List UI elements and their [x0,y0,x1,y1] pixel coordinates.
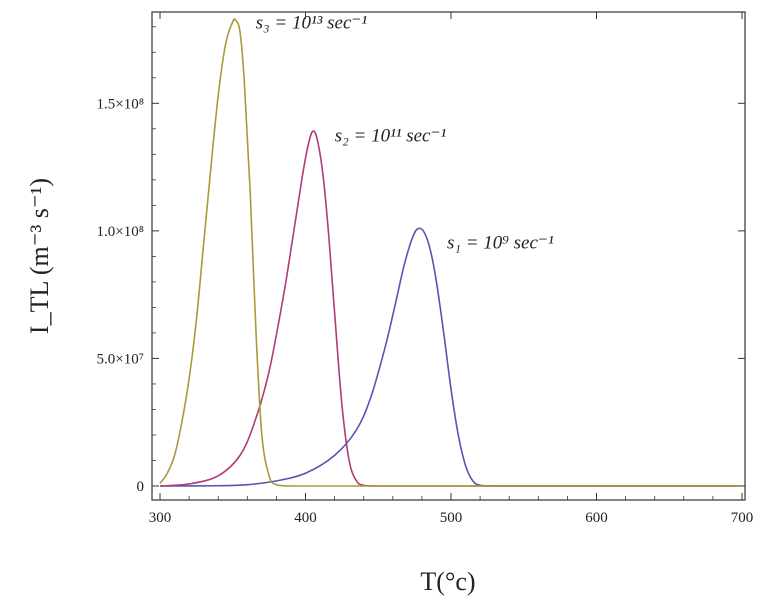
y-tick-label: 1.0×10⁸ [97,224,144,240]
y-tick-label: 1.5×10⁸ [97,96,144,112]
x-tick-label: 300 [149,510,172,526]
series-labels: s₁ = 10⁹ sec⁻¹ s₂ = 10¹¹ sec⁻¹ s₃ = 10¹³ s… [256,12,554,253]
series-label-2: s₂ = 10¹¹ sec⁻¹ [335,125,447,146]
y-tick-label: 0 [137,479,145,495]
series-lines [159,18,742,487]
y-tick-label: 5.0×10⁷ [97,351,144,367]
x-tick-label: 700 [731,510,754,526]
x-axis-title: T(°c) [420,567,475,596]
series-line-2 [159,130,742,487]
axis-ticks: 300 400 500 600 700 0 5.0×10⁷ 1.0×10⁸ 1.5×10⁸ [97,12,754,526]
series-line-3 [159,18,742,487]
x-tick-label: 500 [440,510,463,526]
y-axis-title: I_TL (m⁻³ s⁻¹) [25,178,54,334]
plot-frame [151,11,746,501]
x-tick-label: 600 [585,510,608,526]
x-tick-label: 400 [294,510,317,526]
series-line-1 [159,227,742,487]
series-label-1: s₁ = 10⁹ sec⁻¹ [447,232,554,253]
series-label-3: s₃ = 10¹³ sec⁻¹ [256,12,368,33]
